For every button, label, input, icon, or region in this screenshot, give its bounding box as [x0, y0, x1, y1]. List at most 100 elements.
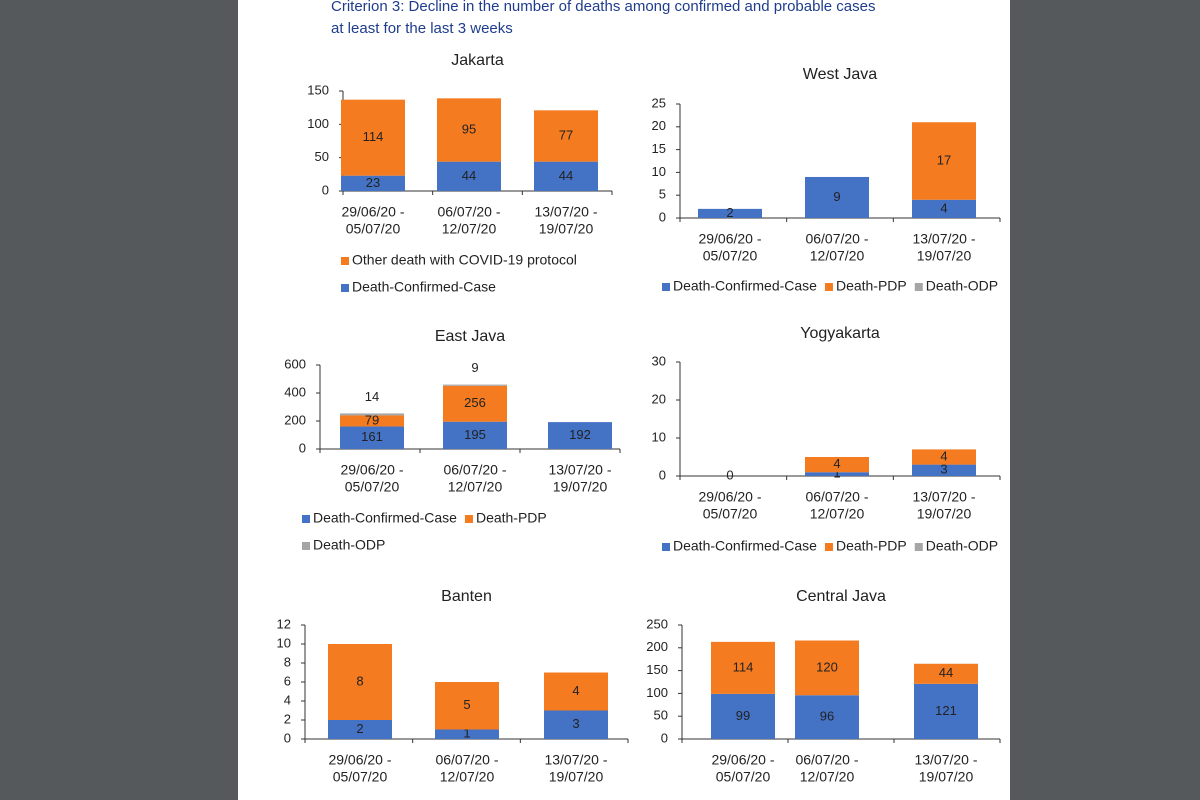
data-label: 9: [471, 360, 478, 375]
data-label: 3: [940, 462, 947, 477]
x-tick-label: 05/07/20: [716, 769, 771, 785]
x-tick-label: 06/07/20 -: [805, 489, 868, 505]
x-tick-label: 19/07/20: [539, 221, 594, 237]
x-tick-label: 12/07/20: [800, 769, 855, 785]
legend-label: Death-PDP: [476, 510, 547, 526]
data-label: 5: [463, 697, 470, 712]
bar-segment: [912, 199, 976, 218]
y-tick-label: 4: [284, 692, 291, 707]
y-tick-label: 10: [652, 429, 666, 444]
y-tick-label: 50: [654, 708, 668, 723]
chart-title: Banten: [441, 588, 492, 605]
bar-segment: [328, 644, 392, 720]
legend-swatch: [341, 284, 349, 292]
bar-segment: [912, 122, 976, 200]
bar-segment: [340, 415, 404, 427]
bar-segment: [544, 672, 608, 711]
data-label: 0: [726, 467, 733, 482]
bar-segment: [435, 729, 499, 739]
legend-swatch: [302, 515, 310, 523]
y-tick-label: 20: [652, 118, 666, 133]
x-tick-label: 05/07/20: [345, 479, 400, 495]
legend-swatch: [914, 283, 923, 291]
bar-segment: [548, 422, 612, 449]
y-tick-label: 10: [652, 164, 666, 179]
x-tick-label: 29/06/20 -: [328, 752, 391, 768]
legend-label: Death-Confirmed-Case: [673, 538, 817, 554]
data-label: 1: [463, 726, 470, 741]
data-label: 114: [363, 129, 384, 144]
x-tick-label: 19/07/20: [917, 248, 972, 264]
data-label: 44: [559, 168, 573, 183]
x-tick-label: 13/07/20 -: [914, 752, 977, 768]
x-tick-label: 13/07/20 -: [548, 462, 611, 478]
bar-segment: [443, 385, 507, 422]
bar-segment: [698, 208, 762, 218]
y-tick-label: 200: [646, 639, 668, 654]
data-label: 96: [820, 709, 834, 724]
bar-segment: [437, 98, 501, 162]
legend-swatch: [341, 257, 349, 265]
data-label: 9: [833, 189, 840, 204]
x-tick-label: 19/07/20: [917, 506, 972, 522]
bar-segment: [912, 464, 976, 476]
legend-swatch: [302, 542, 310, 550]
bar-segment: [340, 413, 404, 416]
bar-segment: [328, 720, 392, 739]
bar-segment: [544, 710, 608, 739]
bar-segment: [914, 683, 978, 739]
y-tick-label: 12: [277, 616, 291, 631]
y-tick-label: 400: [284, 384, 306, 399]
bar-segment: [795, 640, 859, 696]
y-tick-label: 2: [284, 711, 291, 726]
data-label: 195: [464, 427, 486, 442]
legend-label: Death-Confirmed-Case: [313, 510, 457, 526]
y-tick-label: 10: [277, 635, 291, 650]
bar-segment: [914, 663, 978, 684]
x-tick-label: 13/07/20 -: [544, 752, 607, 768]
x-tick-label: 12/07/20: [440, 769, 495, 785]
y-tick-label: 25: [652, 95, 666, 110]
bar-segment: [341, 175, 405, 191]
y-tick-label: 50: [315, 149, 329, 164]
bar-segment: [795, 695, 859, 739]
y-tick-label: 0: [659, 209, 666, 224]
x-tick-label: 13/07/20 -: [534, 204, 597, 220]
y-tick-label: 0: [659, 467, 666, 482]
chart-title: West Java: [803, 66, 878, 83]
y-tick-label: 100: [307, 116, 329, 131]
x-tick-label: 06/07/20 -: [443, 462, 506, 478]
legend-label: Other death with COVID-19 protocol: [352, 252, 577, 268]
chart-title: East Java: [435, 328, 505, 345]
x-tick-label: 06/07/20 -: [795, 752, 858, 768]
data-label: 4: [940, 200, 947, 215]
data-label: 120: [816, 659, 838, 674]
y-tick-label: 100: [646, 685, 668, 700]
x-tick-label: 13/07/20 -: [912, 489, 975, 505]
bar-segment: [711, 693, 775, 739]
x-tick-label: 12/07/20: [448, 479, 503, 495]
legend-label: Death-Confirmed-Case: [352, 279, 496, 295]
y-tick-label: 250: [646, 616, 668, 631]
bar-segment: [443, 384, 507, 386]
bar-segment: [805, 176, 869, 218]
legend-swatch: [824, 543, 833, 551]
legend-swatch: [464, 515, 473, 523]
heading-line: Criterion 3: Decline in the number of de…: [331, 0, 875, 15]
bar-segment: [805, 472, 869, 476]
data-label: 121: [935, 703, 957, 718]
bar-segment: [534, 110, 598, 162]
x-tick-label: 19/07/20: [919, 769, 974, 785]
x-tick-label: 29/06/20 -: [698, 489, 761, 505]
data-label: 4: [833, 456, 840, 471]
y-tick-label: 150: [307, 82, 329, 97]
data-label: 4: [572, 683, 579, 698]
heading-line: at least for the last 3 weeks: [331, 20, 513, 37]
x-tick-label: 05/07/20: [346, 221, 401, 237]
y-tick-label: 20: [652, 391, 666, 406]
x-tick-label: 19/07/20: [549, 769, 604, 785]
legend-swatch: [662, 283, 670, 291]
bar-segment: [435, 682, 499, 730]
x-tick-label: 12/07/20: [810, 248, 865, 264]
